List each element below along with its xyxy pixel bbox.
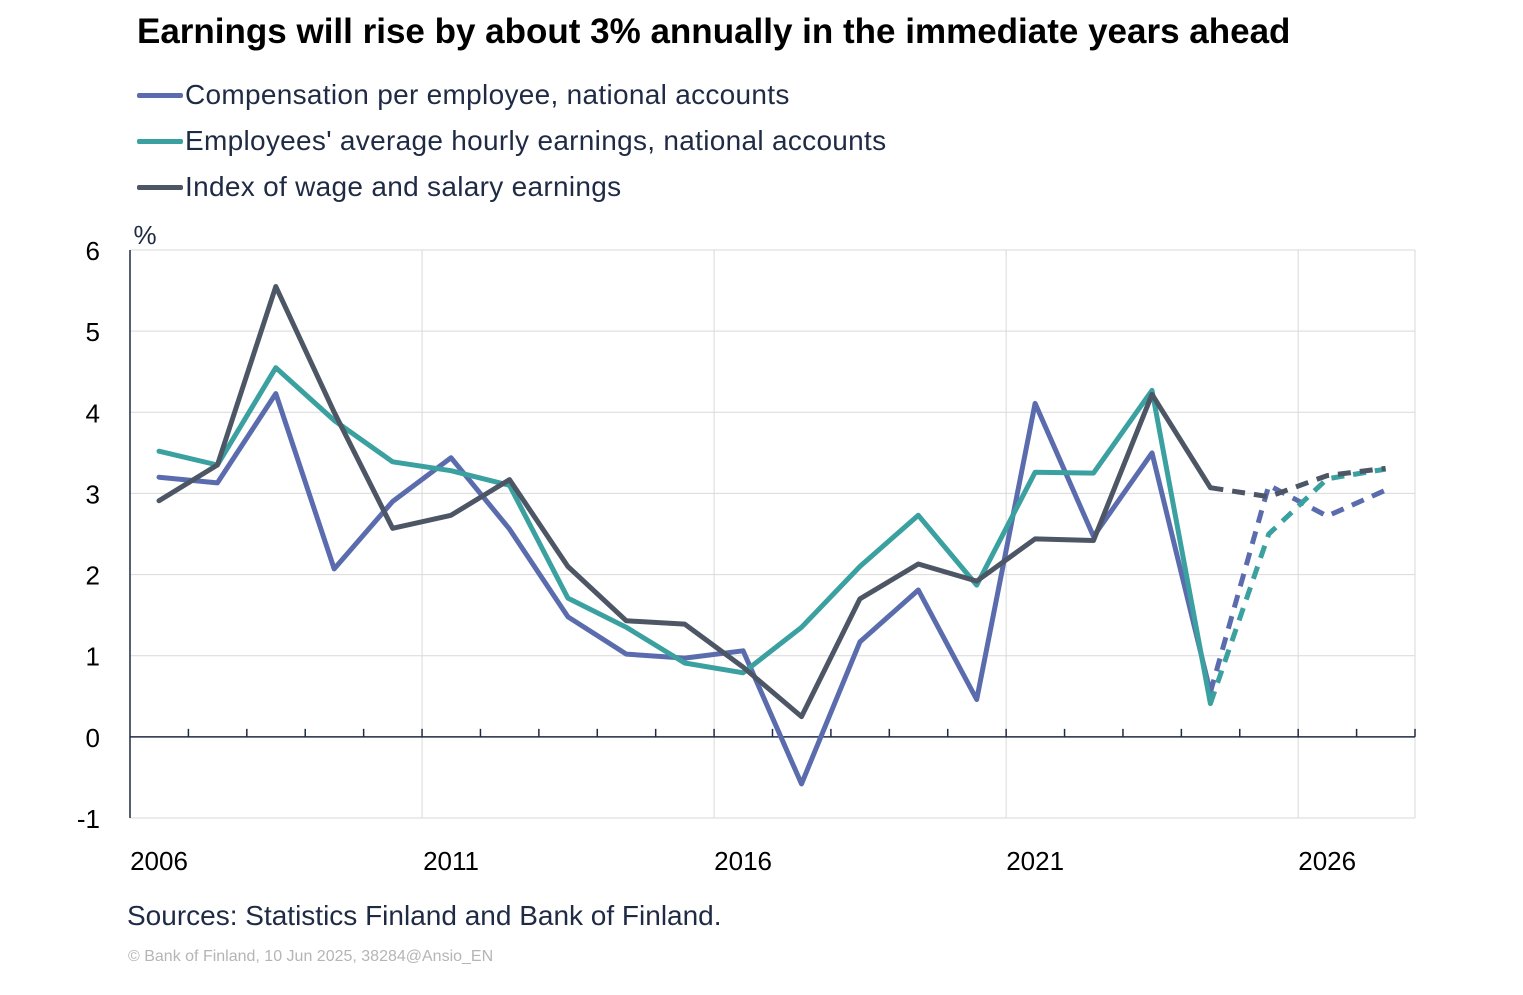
y-tick-label-5: 5: [86, 317, 100, 347]
y-tick-label--1: -1: [77, 804, 100, 834]
x-tick-label-2006: 2006: [130, 846, 188, 876]
legend-label-wage-index: Index of wage and salary earnings: [185, 171, 622, 202]
legend-swatch-compensation: [137, 92, 183, 98]
legend-swatch-wage-index: [137, 184, 183, 190]
legend-label-hourly-earnings: Employees' average hourly earnings, nati…: [185, 125, 887, 156]
legend: Compensation per employee, national acco…: [137, 72, 886, 210]
y-tick-label-6: 6: [86, 236, 100, 266]
source-note: Sources: Statistics Finland and Bank of …: [127, 900, 722, 931]
chart-title: Earnings will rise by about 3% annually …: [137, 12, 1291, 51]
series-line-1-actual: [156, 391, 1213, 787]
series-line-3-forecast: [1210, 465, 1386, 500]
series-line-2-actual: [156, 365, 1213, 707]
grid-lines: [130, 249, 1416, 819]
tick-labels: -1 0 1 2 3 4 5 6 2006 2011 2016 2021 2026%: [77, 220, 1356, 876]
legend-label-compensation: Compensation per employee, national acco…: [185, 79, 790, 110]
y-tick-label-0: 0: [86, 723, 100, 753]
legend-swatch-hourly-earnings: [137, 138, 183, 144]
x-tick-label-2021: 2021: [1006, 846, 1064, 876]
legend-item-compensation: Compensation per employee, national acco…: [137, 72, 886, 118]
series-line-1-forecast: [1207, 482, 1387, 693]
y-tick-label-4: 4: [86, 398, 100, 428]
y-axis-unit-label: %: [133, 220, 156, 250]
legend-item-wage-index: Index of wage and salary earnings: [137, 164, 886, 210]
y-tick-label-3: 3: [86, 479, 100, 509]
series-lines: [156, 284, 1387, 787]
series-line-3-actual: [156, 284, 1213, 720]
x-tick-label-2016: 2016: [714, 846, 772, 876]
y-tick-label-1: 1: [86, 642, 100, 672]
y-tick-label-2: 2: [86, 561, 100, 591]
legend-item-hourly-earnings: Employees' average hourly earnings, nati…: [137, 118, 886, 164]
series-line-2-forecast: [1208, 466, 1387, 705]
copyright-note: © Bank of Finland, 10 Jun 2025, 38284@An…: [128, 948, 494, 965]
x-tick-label-2011: 2011: [423, 846, 479, 876]
axes: [129, 250, 1416, 818]
x-tick-label-2026: 2026: [1298, 846, 1356, 876]
